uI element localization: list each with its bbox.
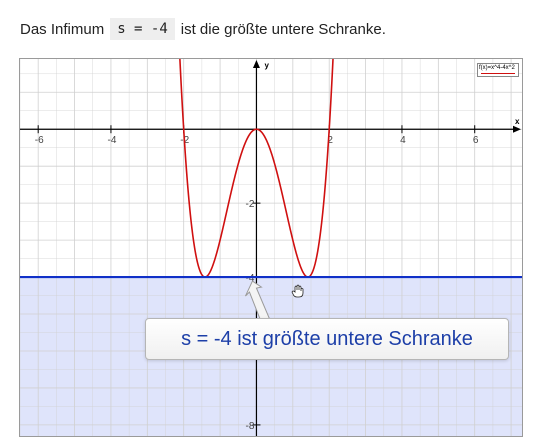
- x-tick-label: 2: [327, 135, 333, 146]
- intro-sentence: Das Infimum s = -4 ist die größte untere…: [20, 16, 386, 42]
- intro-text-before: Das Infimum: [20, 20, 105, 38]
- x-tick-label: -6: [35, 135, 44, 146]
- infimum-code: s = -4: [110, 18, 175, 40]
- legend-swatch: [481, 73, 515, 74]
- intro-text-after: ist die größte untere Schranke.: [180, 20, 386, 38]
- graph-canvas[interactable]: xy -6 -4 -2 2 4 6-2-4-8: [20, 59, 522, 436]
- x-axis-label: x: [515, 117, 520, 126]
- legend: f(x)=x^4-4x^2: [477, 63, 519, 77]
- x-tick-label: 6: [473, 135, 479, 146]
- legend-entry: f(x)=x^4-4x^2: [479, 65, 515, 71]
- y-axis-label: y: [264, 61, 269, 70]
- hand-cursor-icon: [291, 284, 304, 298]
- infimum-tooltip: s = -4 ist größte untere Schranke: [145, 318, 509, 360]
- y-tick-label: -8: [246, 421, 255, 432]
- tooltip-text: s = -4 ist größte untere Schranke: [181, 327, 473, 350]
- x-axis-arrow: [513, 125, 521, 133]
- y-tick-label: -4: [246, 273, 255, 284]
- x-tick-label: 4: [400, 135, 406, 146]
- y-axis-arrow: [252, 60, 260, 68]
- y-tick-label: -2: [246, 199, 255, 210]
- x-tick-label: -4: [107, 135, 116, 146]
